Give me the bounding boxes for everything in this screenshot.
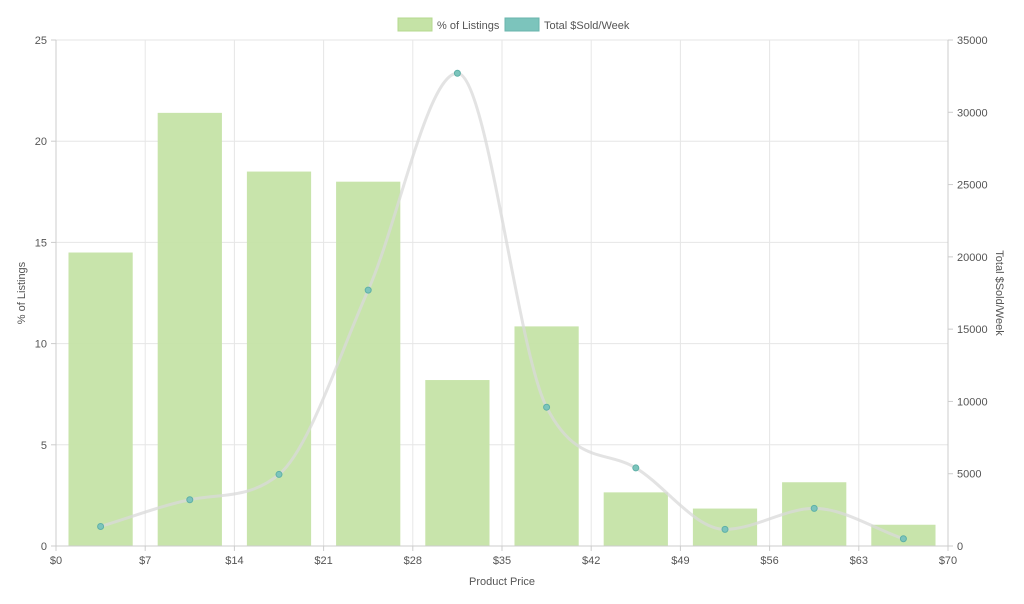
legend: % of Listings Total $Sold/Week (397, 17, 630, 32)
x-tick-label: $7 (139, 555, 151, 567)
bar-listings[interactable] (246, 171, 312, 546)
y-right-tick-label: 10000 (957, 396, 988, 408)
point-sold-per-week[interactable] (632, 464, 640, 472)
x-tick-label: $35 (493, 555, 511, 567)
point-sold-per-week[interactable] (364, 286, 372, 294)
point-sold-per-week[interactable] (275, 470, 283, 478)
legend-swatch-sold[interactable] (504, 17, 540, 32)
y-right-tick-label: 30000 (957, 107, 988, 119)
y-right-tick-label: 25000 (957, 180, 988, 192)
legend-label-sold[interactable]: Total $Sold/Week (544, 20, 630, 32)
point-sold-per-week[interactable] (810, 504, 818, 512)
line-layer (97, 69, 907, 543)
point-sold-per-week[interactable] (543, 403, 551, 411)
y-left-tick-label: 5 (41, 440, 47, 452)
y-left-tick-label: 0 (41, 541, 47, 553)
x-tick-label: $63 (850, 555, 868, 567)
point-sold-per-week[interactable] (721, 525, 729, 533)
y-right-tick-label: 15000 (957, 324, 988, 336)
bars-layer (68, 112, 936, 546)
x-axis-label: Product Price (469, 576, 535, 588)
line-sold-per-week (100, 71, 904, 541)
y-right-tick-label: 0 (957, 541, 963, 553)
y-left-tick-label: 10 (35, 339, 47, 351)
x-tick-label: $42 (582, 555, 600, 567)
x-tick-label: $0 (50, 555, 62, 567)
bar-listings[interactable] (603, 492, 668, 546)
bar-listings[interactable] (157, 112, 222, 546)
y-left-tick-label: 25 (35, 35, 47, 47)
x-tick-label: $49 (671, 555, 689, 567)
point-sold-per-week[interactable] (899, 535, 907, 543)
point-sold-per-week[interactable] (453, 69, 461, 77)
point-sold-per-week[interactable] (186, 496, 194, 504)
y-left-tick-label: 15 (35, 237, 47, 249)
y-right-tick-label: 20000 (957, 252, 988, 264)
y-right-tick-label: 5000 (957, 469, 981, 481)
bar-listings[interactable] (336, 181, 401, 546)
y-right-tick-label: 35000 (957, 35, 988, 47)
legend-label-listings[interactable]: % of Listings (437, 20, 500, 32)
x-tick-label: $14 (225, 555, 243, 567)
bar-listings[interactable] (425, 380, 490, 546)
x-tick-label: $56 (760, 555, 778, 567)
axes-layer: $0 $7 $14 $21 $28 $35 $42 $49 $56 $63 $70051015202… (35, 35, 988, 567)
bar-listings[interactable] (514, 326, 579, 546)
y-left-axis-label: % of Listings (16, 261, 28, 324)
x-tick-label: $70 (939, 555, 957, 567)
y-left-tick-label: 20 (35, 136, 47, 148)
x-tick-label: $28 (404, 555, 422, 567)
legend-swatch-listings[interactable] (397, 17, 433, 32)
x-tick-label: $21 (314, 555, 332, 567)
y-right-axis-label: Total $Sold/Week (993, 250, 1005, 336)
point-sold-per-week[interactable] (97, 522, 105, 530)
bar-listings[interactable] (68, 252, 133, 546)
bar-listings[interactable] (782, 482, 847, 546)
